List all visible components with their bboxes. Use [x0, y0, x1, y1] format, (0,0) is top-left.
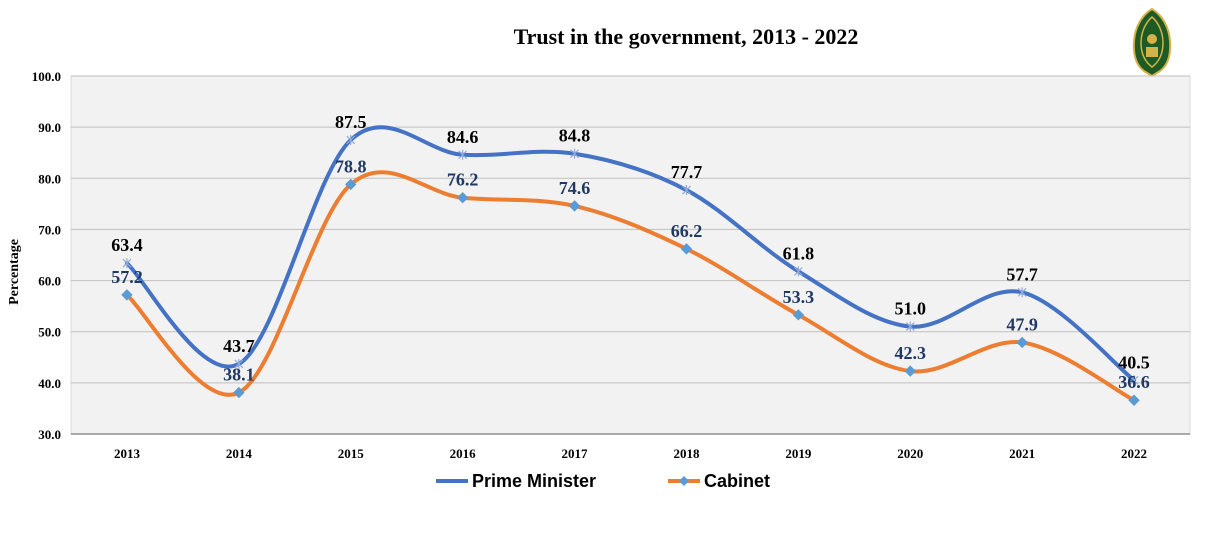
- chart-title: Trust in the government, 2013 - 2022: [514, 24, 859, 49]
- series-layer: [121, 125, 1140, 406]
- data-point-prime-minister: [682, 185, 691, 196]
- data-point-cabinet: [568, 200, 581, 212]
- data-point-cabinet: [680, 243, 693, 255]
- data-point-cabinet: [792, 309, 805, 321]
- x-tick-label: 2018: [673, 446, 700, 461]
- data-label-cabinet: 47.9: [1006, 314, 1038, 334]
- y-tick-label: 70.0: [38, 222, 61, 237]
- data-point-cabinet: [233, 386, 245, 399]
- legend-label: Cabinet: [704, 471, 770, 491]
- data-point-prime-minister: [346, 134, 356, 145]
- data-label-prime-minister: 43.7: [223, 336, 255, 356]
- data-point-cabinet: [904, 365, 916, 377]
- data-label-prime-minister: 51.0: [895, 299, 927, 319]
- data-label-cabinet: 76.2: [447, 170, 479, 190]
- data-label-prime-minister: 57.7: [1006, 264, 1038, 284]
- data-label-cabinet: 36.6: [1118, 372, 1150, 392]
- data-point-prime-minister: [1017, 287, 1027, 298]
- data-point-prime-minister: [458, 149, 468, 160]
- y-tick-label: 40.0: [38, 376, 61, 391]
- data-label-cabinet: 53.3: [783, 287, 815, 307]
- x-tick-label: 2019: [785, 446, 812, 461]
- data-label-cabinet: 38.1: [223, 365, 255, 385]
- data-label-prime-minister: 84.6: [447, 127, 479, 147]
- x-tick-label: 2015: [338, 446, 365, 461]
- legend-item-cabinet: Cabinet: [668, 471, 770, 491]
- legend-item-prime-minister: Prime Minister: [436, 471, 596, 491]
- data-point-prime-minister: [1129, 375, 1139, 386]
- series-line-cabinet: [124, 170, 1137, 403]
- x-tick-label: 2013: [114, 446, 141, 461]
- data-point-prime-minister: [793, 266, 803, 277]
- data-label-prime-minister: 40.5: [1118, 352, 1150, 372]
- x-tick-label: 2017: [562, 446, 589, 461]
- y-tick-label: 30.0: [38, 427, 61, 442]
- data-label-cabinet: 42.3: [895, 343, 927, 363]
- data-label-prime-minister: 63.4: [111, 235, 143, 255]
- data-point-prime-minister: [234, 358, 244, 369]
- data-label-cabinet: 57.2: [111, 267, 143, 287]
- y-tick-label: 60.0: [38, 274, 61, 289]
- data-label-cabinet: 78.8: [335, 156, 367, 176]
- x-tick-label: 2014: [226, 446, 253, 461]
- data-point-prime-minister: [570, 148, 579, 159]
- data-point-cabinet: [121, 289, 133, 301]
- data-label-cabinet: 66.2: [671, 221, 703, 241]
- x-tick-label: 2016: [450, 446, 477, 461]
- data-point-cabinet: [1016, 336, 1028, 349]
- data-point-prime-minister: [122, 258, 132, 269]
- x-tick-label: 2021: [1009, 446, 1035, 461]
- legend-label: Prime Minister: [472, 471, 596, 491]
- data-label-cabinet: 74.6: [559, 178, 591, 198]
- data-label-prime-minister: 84.8: [559, 126, 591, 146]
- data-point-prime-minister: [905, 321, 915, 332]
- data-point-cabinet: [345, 178, 357, 191]
- y-axis: 30.0 40.0 50.0 60.0 70.0 80.0 90.0 100.0: [32, 69, 61, 442]
- y-tick-label: 50.0: [38, 325, 61, 340]
- legend-marker: [679, 476, 689, 486]
- logo-seal-icon: [1132, 7, 1172, 78]
- data-label-prime-minister: 61.8: [783, 243, 815, 263]
- data-label-prime-minister: 77.7: [671, 162, 703, 182]
- x-tick-label: 2022: [1121, 446, 1147, 461]
- data-label-prime-minister: 87.5: [335, 112, 367, 132]
- x-tick-label: 2020: [897, 446, 923, 461]
- data-point-cabinet: [1128, 394, 1140, 406]
- y-tick-label: 80.0: [38, 171, 61, 186]
- y-tick-label: 90.0: [38, 120, 61, 135]
- y-axis-label: Percentage: [7, 239, 22, 305]
- legend: Prime Minister Cabinet: [436, 471, 770, 491]
- data-labels: 63.4 43.7 87.5 84.6 84.8 77.7 61.8 51.0 57.7 40.5…: [111, 112, 1150, 392]
- x-axis: 2013 2014 2015 2016 2017 2018 2019 2020 2021 2022: [114, 446, 1147, 461]
- y-tick-label: 100.0: [32, 69, 61, 84]
- series-line-prime-minister: [124, 125, 1137, 383]
- gridlines: [71, 75, 1190, 435]
- data-point-cabinet: [456, 192, 469, 204]
